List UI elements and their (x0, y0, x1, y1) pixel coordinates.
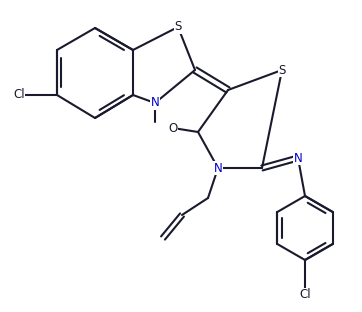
Text: S: S (278, 64, 286, 76)
Text: Cl: Cl (13, 89, 25, 101)
Text: Cl: Cl (299, 289, 311, 301)
Text: S: S (174, 21, 182, 33)
Text: O: O (168, 121, 178, 134)
Text: N: N (214, 162, 222, 174)
Text: N: N (151, 96, 159, 110)
Text: N: N (294, 152, 302, 164)
